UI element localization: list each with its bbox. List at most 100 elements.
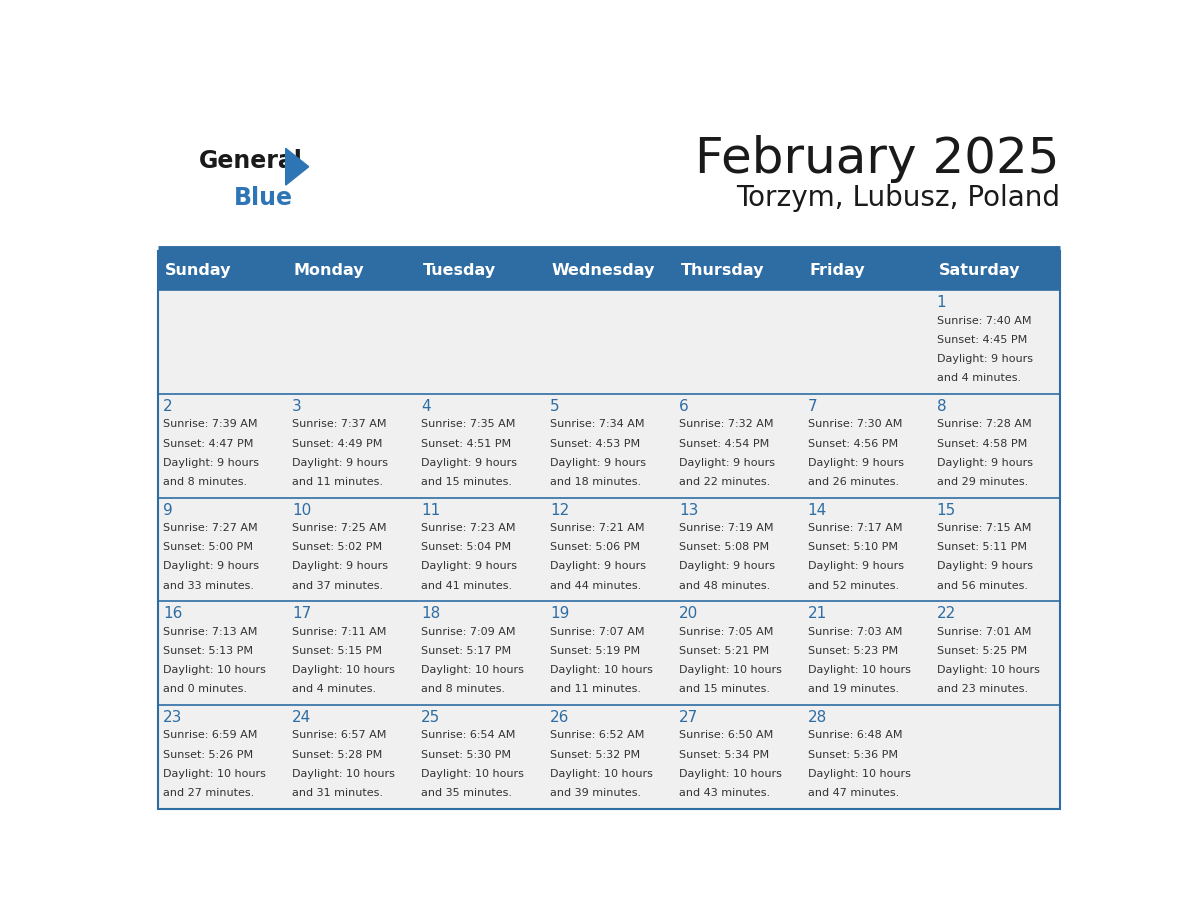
Text: and 44 minutes.: and 44 minutes.	[550, 580, 642, 590]
Text: Sunrise: 6:48 AM: Sunrise: 6:48 AM	[808, 731, 902, 740]
Text: Daylight: 9 hours: Daylight: 9 hours	[163, 562, 259, 571]
Text: and 29 minutes.: and 29 minutes.	[936, 477, 1028, 487]
Bar	[802, 498, 931, 601]
Text: Wednesday: Wednesday	[551, 263, 655, 278]
Text: Sunset: 4:53 PM: Sunset: 4:53 PM	[550, 439, 640, 449]
Text: 10: 10	[292, 503, 311, 518]
Bar	[416, 705, 544, 809]
Text: Daylight: 10 hours: Daylight: 10 hours	[163, 768, 266, 778]
Bar	[416, 290, 544, 394]
Text: Sunset: 5:13 PM: Sunset: 5:13 PM	[163, 646, 253, 655]
Text: Sunrise: 7:23 AM: Sunrise: 7:23 AM	[421, 523, 516, 533]
Text: Sunrise: 7:03 AM: Sunrise: 7:03 AM	[808, 627, 902, 637]
Text: Daylight: 9 hours: Daylight: 9 hours	[550, 562, 646, 571]
Bar	[802, 601, 931, 705]
Bar	[416, 498, 544, 601]
Text: 19: 19	[550, 606, 569, 621]
Text: and 39 minutes.: and 39 minutes.	[550, 788, 642, 798]
Text: Daylight: 10 hours: Daylight: 10 hours	[292, 665, 394, 675]
Text: 7: 7	[808, 399, 817, 414]
Text: Sunset: 5:19 PM: Sunset: 5:19 PM	[550, 646, 640, 655]
Bar	[674, 394, 802, 498]
Text: and 15 minutes.: and 15 minutes.	[678, 684, 770, 694]
Text: Sunset: 4:58 PM: Sunset: 4:58 PM	[936, 439, 1026, 449]
Text: Daylight: 10 hours: Daylight: 10 hours	[421, 768, 524, 778]
Text: Daylight: 9 hours: Daylight: 9 hours	[163, 458, 259, 468]
Bar	[674, 705, 802, 809]
Text: Sunset: 5:30 PM: Sunset: 5:30 PM	[421, 749, 511, 759]
Text: Daylight: 10 hours: Daylight: 10 hours	[808, 665, 910, 675]
Bar	[802, 290, 931, 394]
Bar	[544, 601, 674, 705]
Text: Sunset: 5:08 PM: Sunset: 5:08 PM	[678, 543, 769, 553]
Bar	[674, 290, 802, 394]
Text: Sunset: 5:26 PM: Sunset: 5:26 PM	[163, 749, 253, 759]
Text: and 43 minutes.: and 43 minutes.	[678, 788, 770, 798]
Text: 4: 4	[421, 399, 431, 414]
Bar	[674, 498, 802, 601]
Text: and 47 minutes.: and 47 minutes.	[808, 788, 899, 798]
Text: Sunrise: 7:30 AM: Sunrise: 7:30 AM	[808, 420, 902, 430]
Bar	[544, 251, 674, 290]
Bar	[286, 394, 416, 498]
Text: Sunrise: 7:09 AM: Sunrise: 7:09 AM	[421, 627, 516, 637]
Text: and 4 minutes.: and 4 minutes.	[292, 684, 377, 694]
Text: Sunset: 4:51 PM: Sunset: 4:51 PM	[421, 439, 511, 449]
Text: Sunrise: 7:19 AM: Sunrise: 7:19 AM	[678, 523, 773, 533]
Bar	[544, 394, 674, 498]
Text: Daylight: 10 hours: Daylight: 10 hours	[292, 768, 394, 778]
Text: and 37 minutes.: and 37 minutes.	[292, 580, 384, 590]
Text: Daylight: 10 hours: Daylight: 10 hours	[936, 665, 1040, 675]
Text: Sunset: 5:00 PM: Sunset: 5:00 PM	[163, 543, 253, 553]
Text: Sunrise: 6:54 AM: Sunrise: 6:54 AM	[421, 731, 516, 740]
Text: Sunrise: 6:52 AM: Sunrise: 6:52 AM	[550, 731, 644, 740]
Bar	[286, 498, 416, 601]
Text: Sunset: 5:10 PM: Sunset: 5:10 PM	[808, 543, 898, 553]
Text: and 15 minutes.: and 15 minutes.	[421, 477, 512, 487]
Text: Torzym, Lubusz, Poland: Torzym, Lubusz, Poland	[737, 185, 1060, 212]
Text: Sunset: 5:02 PM: Sunset: 5:02 PM	[292, 543, 383, 553]
Text: Daylight: 9 hours: Daylight: 9 hours	[292, 562, 388, 571]
Text: Sunrise: 7:39 AM: Sunrise: 7:39 AM	[163, 420, 258, 430]
Text: 6: 6	[678, 399, 689, 414]
Text: Sunrise: 7:28 AM: Sunrise: 7:28 AM	[936, 420, 1031, 430]
Text: and 11 minutes.: and 11 minutes.	[292, 477, 383, 487]
Bar	[931, 705, 1060, 809]
Text: Daylight: 9 hours: Daylight: 9 hours	[550, 458, 646, 468]
Text: Sunset: 5:04 PM: Sunset: 5:04 PM	[421, 543, 511, 553]
Bar	[158, 705, 286, 809]
Bar	[931, 394, 1060, 498]
Bar	[931, 601, 1060, 705]
Bar	[802, 394, 931, 498]
Text: 17: 17	[292, 606, 311, 621]
Bar	[544, 705, 674, 809]
Text: and 31 minutes.: and 31 minutes.	[292, 788, 383, 798]
Text: 16: 16	[163, 606, 183, 621]
Text: and 35 minutes.: and 35 minutes.	[421, 788, 512, 798]
Text: Sunrise: 6:50 AM: Sunrise: 6:50 AM	[678, 731, 773, 740]
Bar	[674, 251, 802, 290]
Text: Sunrise: 7:32 AM: Sunrise: 7:32 AM	[678, 420, 773, 430]
Text: and 18 minutes.: and 18 minutes.	[550, 477, 642, 487]
Bar	[158, 601, 286, 705]
Text: Daylight: 10 hours: Daylight: 10 hours	[163, 665, 266, 675]
Bar	[158, 251, 286, 290]
Text: Sunset: 5:32 PM: Sunset: 5:32 PM	[550, 749, 640, 759]
Text: 21: 21	[808, 606, 827, 621]
Text: and 0 minutes.: and 0 minutes.	[163, 684, 247, 694]
Text: 25: 25	[421, 710, 441, 725]
Text: Sunrise: 6:57 AM: Sunrise: 6:57 AM	[292, 731, 386, 740]
Bar	[674, 601, 802, 705]
Bar	[931, 290, 1060, 394]
Text: 22: 22	[936, 606, 956, 621]
Text: Blue: Blue	[234, 185, 293, 210]
Bar	[286, 705, 416, 809]
Text: Sunrise: 7:07 AM: Sunrise: 7:07 AM	[550, 627, 644, 637]
Text: General: General	[200, 149, 303, 173]
Bar	[416, 251, 544, 290]
Text: Daylight: 9 hours: Daylight: 9 hours	[808, 562, 904, 571]
Bar	[802, 251, 931, 290]
Bar	[158, 251, 1060, 809]
Text: Sunset: 5:15 PM: Sunset: 5:15 PM	[292, 646, 383, 655]
Text: and 41 minutes.: and 41 minutes.	[421, 580, 512, 590]
